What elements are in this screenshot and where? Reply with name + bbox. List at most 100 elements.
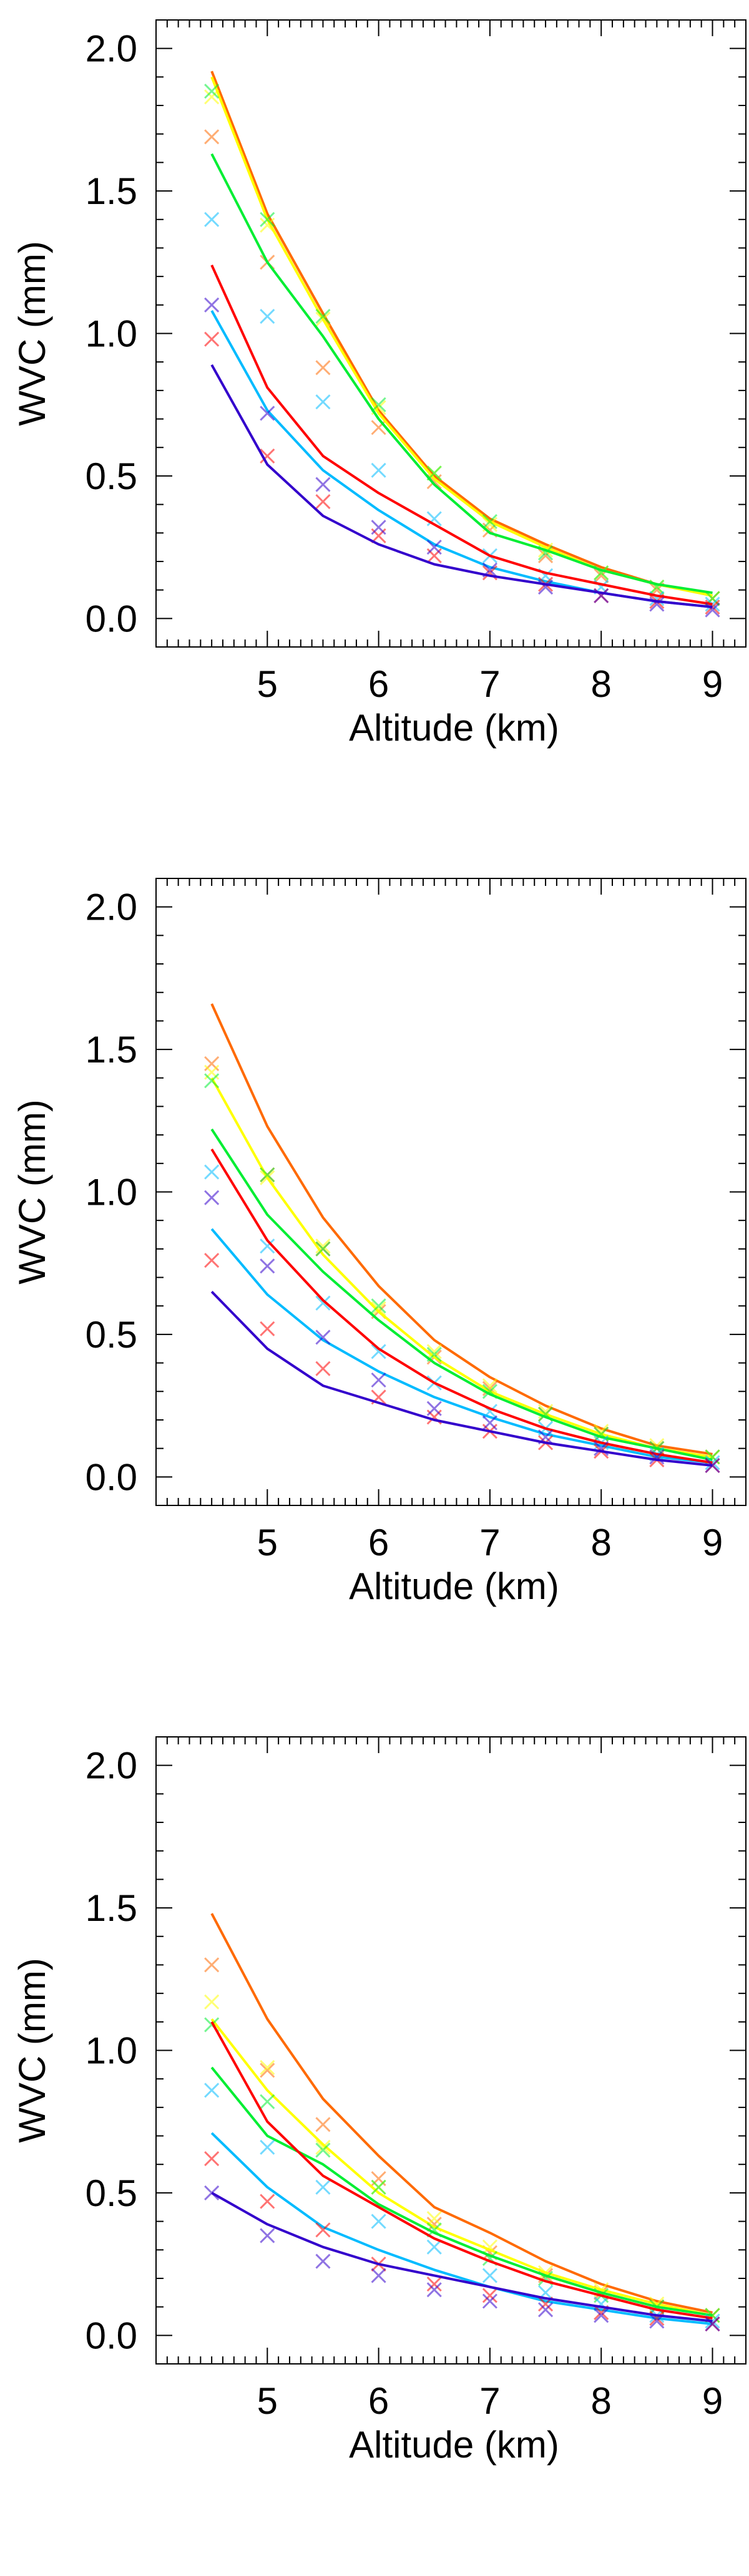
series-marker-orange xyxy=(315,360,331,376)
series-marker-cyan xyxy=(315,394,331,410)
series-marker-blue xyxy=(537,580,554,595)
x-tick-label: 9 xyxy=(702,2380,723,2422)
series-marker-blue xyxy=(260,1258,275,1274)
series-marker-blue xyxy=(705,1457,720,1474)
wvc-altitude-chart-middle: 5 6 7 8 9 0.0 0.5 1.0 1.5 2.0 Altitude (km) WVC (mm… xyxy=(11,878,747,1607)
series-marker-green xyxy=(371,1298,386,1314)
series-line-red xyxy=(210,265,713,606)
series-marker-green xyxy=(482,513,497,530)
series-line-blue xyxy=(210,1291,713,1467)
series-marker-blue xyxy=(371,520,386,535)
wvc-altitude-chart-top: 5 6 7 8 9 0.0 0.5 1.0 1.5 2.0 Altitude (km) WVC (mm… xyxy=(11,19,747,749)
series-marker-blue xyxy=(482,1415,497,1431)
plot-frame xyxy=(155,878,747,1506)
series-marker-blue xyxy=(426,1401,442,1416)
series-marker-red xyxy=(315,2222,331,2238)
series-marker-blue xyxy=(260,406,275,421)
x-axis-label: Altitude (km) xyxy=(349,1565,559,1607)
series-marker-cyan xyxy=(204,2083,220,2098)
series-line-orange xyxy=(210,1003,713,1456)
series-marker-yellow xyxy=(426,1344,442,1359)
x-tick-label: 7 xyxy=(479,663,500,705)
series-marker-blue xyxy=(537,2302,554,2318)
series-marker-yellow xyxy=(426,2210,442,2227)
x-tick-label: 6 xyxy=(368,663,389,705)
series-marker-cyan xyxy=(426,511,442,527)
series-line-yellow xyxy=(210,2018,713,2317)
series-marker-cyan xyxy=(371,462,386,478)
series-marker-red xyxy=(426,2277,442,2292)
x-tick-label: 9 xyxy=(702,663,723,705)
wvc-altitude-chart-bottom: 5 6 7 8 9 0.0 0.5 1.0 1.5 2.0 Altitude (km) WVC (mm… xyxy=(11,1736,747,2466)
series-marker-blue xyxy=(315,1329,331,1345)
series-marker-green xyxy=(260,1167,275,1183)
series-marker-cyan xyxy=(371,1344,386,1359)
series-marker-blue xyxy=(371,1372,386,1388)
plot-frame xyxy=(155,19,747,648)
series-marker-green xyxy=(482,1384,497,1399)
series-line-green xyxy=(210,153,713,595)
series-line-blue xyxy=(211,2192,713,2323)
series-line-cyan xyxy=(210,310,713,608)
series-line-orange xyxy=(210,70,713,597)
series-marker-blue xyxy=(426,2282,442,2298)
series-line-blue xyxy=(210,364,713,608)
series-marker-green xyxy=(537,1406,554,1422)
series-marker-red xyxy=(482,2288,497,2303)
series-marker-yellow xyxy=(260,217,275,233)
series-marker-green xyxy=(260,211,275,227)
series-line-green xyxy=(210,1128,713,1461)
series-line-yellow xyxy=(210,76,713,597)
series-marker-green xyxy=(371,2179,386,2195)
series-marker-cyan xyxy=(482,2268,497,2283)
series-marker-green xyxy=(260,2094,275,2109)
chart-panel-bottom: 5 6 7 8 9 0.0 0.5 1.0 1.5 2.0 Altitude (km) WVC (mm… xyxy=(0,1717,749,2576)
x-tick-label: 5 xyxy=(257,663,278,705)
series-marker-cyan xyxy=(705,596,720,612)
series-marker-blue xyxy=(594,588,609,603)
series-marker-orange xyxy=(204,129,220,145)
series-marker-blue xyxy=(705,602,720,618)
series-marker-cyan xyxy=(705,1455,720,1470)
series-marker-cyan xyxy=(260,309,275,324)
series-marker-blue xyxy=(315,477,331,492)
y-tick-label: 1.5 xyxy=(86,1029,137,1071)
series-marker-cyan xyxy=(371,2214,386,2229)
chart-panel-middle: 5 6 7 8 9 0.0 0.5 1.0 1.5 2.0 Altitude (km) WVC (mm… xyxy=(0,858,749,1717)
series-marker-yellow xyxy=(482,2239,497,2255)
plot-frame xyxy=(155,1736,747,2365)
series-marker-green xyxy=(426,1346,442,1362)
y-tick-label: 2.0 xyxy=(86,887,137,928)
series-marker-blue xyxy=(204,297,220,313)
y-tick-label: 0.0 xyxy=(86,1456,137,1498)
series-marker-yellow xyxy=(315,2139,331,2155)
series-marker-red xyxy=(260,448,275,464)
series-marker-yellow xyxy=(315,311,331,327)
x-tick-label: 8 xyxy=(591,1522,612,1563)
x-tick-label: 6 xyxy=(368,2380,389,2422)
series-marker-green xyxy=(371,397,386,412)
series-marker-red xyxy=(705,599,720,615)
y-axis-label: WVC (mm) xyxy=(11,1099,53,1285)
y-tick-label: 0.5 xyxy=(86,455,137,497)
series-marker-yellow xyxy=(371,1301,386,1316)
series-marker-green xyxy=(315,2142,331,2158)
series-marker-green xyxy=(204,1073,220,1089)
series-marker-orange xyxy=(204,1957,220,1973)
series-marker-red xyxy=(315,1361,331,1376)
y-tick-label: 0.5 xyxy=(86,1314,137,1356)
series-marker-cyan xyxy=(204,211,220,227)
y-tick-label: 0.0 xyxy=(86,2315,137,2356)
series-line-cyan xyxy=(210,1228,713,1464)
series-line-cyan xyxy=(210,2132,713,2325)
series-marker-cyan xyxy=(426,2239,442,2255)
series-marker-green xyxy=(426,465,442,481)
series-line-red xyxy=(210,2021,713,2320)
series-marker-red xyxy=(204,331,220,347)
series-marker-cyan xyxy=(260,2139,275,2155)
x-axis-label: Altitude (km) xyxy=(349,707,559,749)
x-tick-label: 6 xyxy=(368,1522,389,1563)
series-marker-blue xyxy=(315,2253,331,2269)
series-marker-yellow xyxy=(204,89,220,105)
series-marker-blue xyxy=(594,2308,609,2323)
